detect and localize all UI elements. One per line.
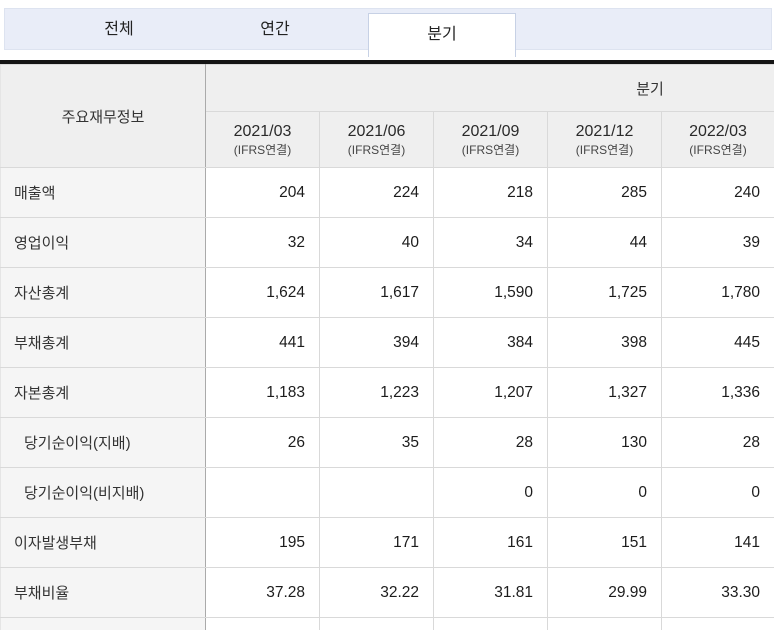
tab-annual[interactable]: 연간 xyxy=(260,21,290,38)
cell-value xyxy=(319,617,434,630)
cell-value: 151 xyxy=(547,517,662,568)
column-header-2021/12: 2021/12 (IFRS연결) xyxy=(547,111,662,168)
cell-value: 130 xyxy=(547,417,662,468)
group-header-quarter: 분기 xyxy=(204,64,774,112)
cell-value: 37.28 xyxy=(205,567,320,618)
row-label: 당기순이익(지배) xyxy=(0,417,206,468)
period-tab-bar: 전체 연간 분기 xyxy=(4,8,772,57)
column-header-2022/03: 2022/03 (IFRS연결) xyxy=(660,111,774,168)
cell-value: 161 xyxy=(433,517,548,568)
cell-value: 39 xyxy=(660,217,774,268)
tab-quarterly[interactable]: 분기 xyxy=(368,13,516,57)
table-row: 자산총계 1,624 1,617 1,590 1,725 1,780 xyxy=(0,267,774,318)
column-period: 2021/12 xyxy=(575,122,634,140)
cell-value: 1,590 xyxy=(433,267,548,318)
cell-value: 384 xyxy=(433,317,548,368)
row-label: 매출액 xyxy=(0,167,206,218)
cell-value: 398 xyxy=(547,317,662,368)
row-label: 부채총계 xyxy=(0,317,206,368)
cell-value: 28 xyxy=(433,417,548,468)
table-row: 매출액 204 224 218 285 240 xyxy=(0,167,774,218)
row-label: 자산총계 xyxy=(0,267,206,318)
cell-value: 141 xyxy=(660,517,774,568)
cell-value: 0 xyxy=(433,467,548,518)
column-period: 2021/03 xyxy=(233,122,292,140)
cell-value: 32.22 xyxy=(319,567,434,618)
row-label: 당기순이익(비지배) xyxy=(0,467,206,518)
cell-value: 218 xyxy=(433,167,548,218)
cell-value: 445 xyxy=(660,317,774,368)
column-standard: (IFRS연결) xyxy=(575,142,634,157)
table-row: 당기순이익(비지배) 0 0 0 xyxy=(0,467,774,518)
cell-value: 195 xyxy=(205,517,320,568)
row-header-title: 주요재무정보 xyxy=(0,64,206,168)
cell-value: 224 xyxy=(319,167,434,218)
table-body: 매출액 204 224 218 285 240 영업이익 32 40 34 44 39 자산총계 1,62… xyxy=(0,167,774,630)
row-label: 부채비율 xyxy=(0,567,206,618)
column-header-2021/06: 2021/06 (IFRS연결) xyxy=(319,111,434,168)
cell-value: 1,207 xyxy=(433,367,548,418)
column-period: 2021/09 xyxy=(461,122,520,140)
row-label: 이자발생부채 xyxy=(0,517,206,568)
period-header-row: 2021/03 (IFRS연결) 2021/06 (IFRS연결) 2021/09 (IF… xyxy=(1,111,774,168)
tab-all[interactable]: 전체 xyxy=(104,21,134,38)
cell-value: 26 xyxy=(205,417,320,468)
table-row: 부채총계 441 394 384 398 445 xyxy=(0,317,774,368)
column-standard: (IFRS연결) xyxy=(233,142,292,157)
column-header-2021/03: 2021/03 (IFRS연결) xyxy=(205,111,320,168)
cell-value xyxy=(319,467,434,518)
column-standard: (IFRS연결) xyxy=(689,142,747,157)
cell-value xyxy=(205,467,320,518)
group-header-row: 주요재무정보 분기 xyxy=(0,64,774,168)
cell-value xyxy=(547,617,662,630)
cell-value: 1,223 xyxy=(319,367,434,418)
table-row: 자본총계 1,183 1,223 1,207 1,327 1,336 xyxy=(0,367,774,418)
table-row-partial xyxy=(0,617,774,630)
row-label: 자본총계 xyxy=(0,367,206,418)
cell-value: 33.30 xyxy=(660,567,774,618)
cell-value: 44 xyxy=(547,217,662,268)
table-row: 당기순이익(지배) 26 35 28 130 28 xyxy=(0,417,774,468)
cell-value: 0 xyxy=(660,467,774,518)
cell-value: 171 xyxy=(319,517,434,568)
cell-value: 31.81 xyxy=(433,567,548,618)
cell-value: 394 xyxy=(319,317,434,368)
group-header-label: 분기 xyxy=(636,80,664,98)
row-label: 영업이익 xyxy=(0,217,206,268)
cell-value: 40 xyxy=(319,217,434,268)
column-period: 2021/06 xyxy=(347,122,406,140)
table-row: 부채비율 37.28 32.22 31.81 29.99 33.30 xyxy=(0,567,774,618)
cell-value: 1,183 xyxy=(205,367,320,418)
row-label xyxy=(0,617,206,630)
table-row: 이자발생부채 195 171 161 151 141 xyxy=(0,517,774,568)
cell-value: 1,624 xyxy=(205,267,320,318)
cell-value: 240 xyxy=(660,167,774,218)
cell-value: 1,725 xyxy=(547,267,662,318)
cell-value: 285 xyxy=(547,167,662,218)
cell-value: 34 xyxy=(433,217,548,268)
cell-value: 29.99 xyxy=(547,567,662,618)
cell-value: 35 xyxy=(319,417,434,468)
cell-value: 32 xyxy=(205,217,320,268)
cell-value: 441 xyxy=(205,317,320,368)
column-standard: (IFRS연결) xyxy=(347,142,406,157)
cell-value xyxy=(433,617,548,630)
cell-value xyxy=(205,617,320,630)
table-row: 영업이익 32 40 34 44 39 xyxy=(0,217,774,268)
column-period: 2022/03 xyxy=(689,122,747,140)
cell-value: 204 xyxy=(205,167,320,218)
cell-value: 0 xyxy=(547,467,662,518)
cell-value xyxy=(660,617,774,630)
cell-value: 1,780 xyxy=(660,267,774,318)
cell-value: 1,327 xyxy=(547,367,662,418)
financial-table: 주요재무정보 분기 2021/03 (IFRS연결) 2021/06 (IFRS연결)… xyxy=(0,64,774,630)
cell-value: 1,617 xyxy=(319,267,434,318)
financial-table-wrapper: 주요재무정보 분기 2021/03 (IFRS연결) 2021/06 (IFRS연결)… xyxy=(0,60,774,630)
column-header-2021/09: 2021/09 (IFRS연결) xyxy=(433,111,548,168)
column-standard: (IFRS연결) xyxy=(461,142,520,157)
cell-value: 1,336 xyxy=(660,367,774,418)
cell-value: 28 xyxy=(660,417,774,468)
